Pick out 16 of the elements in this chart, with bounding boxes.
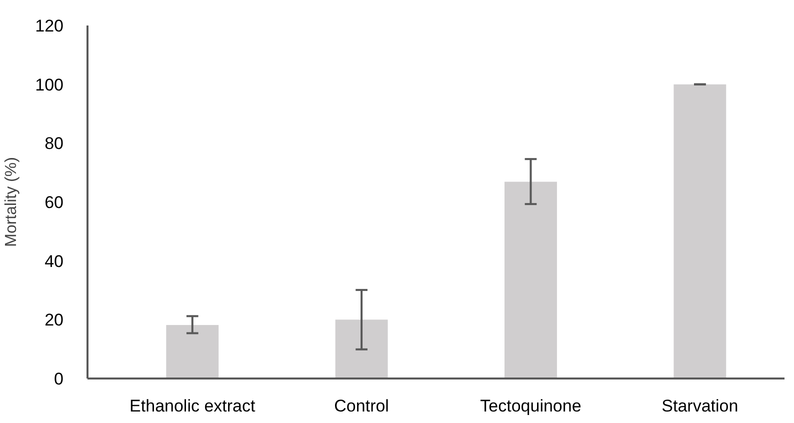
bar	[674, 84, 726, 378]
bar	[335, 320, 388, 378]
bar	[504, 182, 557, 378]
y-tick-label: 120	[35, 16, 64, 36]
bar	[166, 324, 219, 378]
x-tick-label: Starvation	[662, 396, 738, 416]
x-tick-label: Control	[334, 396, 389, 416]
y-tick-label: 100	[35, 75, 64, 94]
y-tick-label: 60	[44, 193, 64, 212]
y-tick-label: 20	[44, 310, 64, 330]
x-tick-label: Tectoquinone	[480, 396, 582, 416]
y-tick-label: 80	[44, 134, 64, 154]
x-tick-label: Ethanolic extract	[130, 396, 256, 416]
y-tick-label: 0	[54, 370, 64, 388]
y-axis-title: Mortality (%)	[3, 157, 20, 247]
y-tick-label: 40	[44, 252, 64, 271]
